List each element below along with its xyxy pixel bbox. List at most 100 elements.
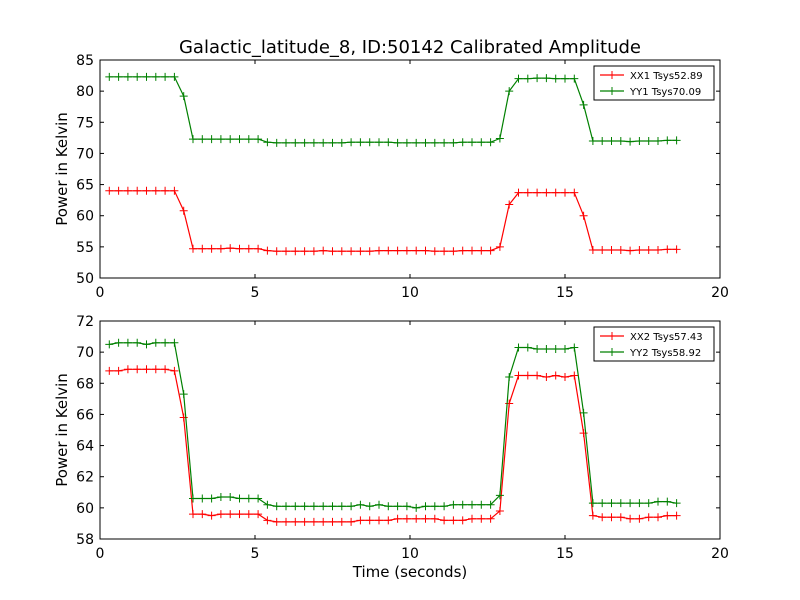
data-point-marker bbox=[430, 514, 439, 523]
data-point-marker bbox=[142, 365, 151, 374]
data-point-marker bbox=[198, 135, 207, 144]
data-point-marker bbox=[235, 494, 244, 503]
legend-marker-swatch bbox=[608, 71, 616, 79]
data-point-marker bbox=[644, 245, 653, 254]
data-point-marker bbox=[449, 500, 458, 509]
x-tick-label: 5 bbox=[251, 546, 260, 562]
data-point-marker bbox=[514, 343, 523, 352]
data-point-marker bbox=[198, 244, 207, 253]
data-point-marker bbox=[142, 340, 151, 349]
data-point-marker bbox=[477, 246, 486, 255]
data-point-marker bbox=[356, 247, 365, 256]
data-point-marker bbox=[579, 211, 588, 220]
data-point-marker bbox=[282, 247, 290, 256]
data-point-marker bbox=[468, 138, 476, 147]
data-point-marker bbox=[635, 514, 644, 523]
data-point-marker bbox=[588, 499, 597, 508]
data-point-marker bbox=[412, 503, 421, 512]
x-tick-label: 15 bbox=[556, 546, 574, 562]
y-tick-label: 62 bbox=[76, 470, 94, 486]
data-point-marker bbox=[319, 138, 328, 147]
legend-entry-label: XX2 Tsys57.43 bbox=[630, 332, 703, 343]
data-point-marker bbox=[123, 365, 132, 374]
data-point-marker bbox=[254, 510, 263, 519]
data-point-marker bbox=[644, 136, 653, 145]
data-point-marker bbox=[486, 514, 495, 523]
data-point-marker bbox=[561, 373, 569, 382]
data-point-marker bbox=[663, 497, 672, 506]
data-point-marker bbox=[226, 244, 235, 253]
data-point-marker bbox=[551, 371, 560, 380]
data-point-marker bbox=[607, 513, 616, 522]
data-point-marker bbox=[505, 373, 514, 382]
data-point-marker bbox=[430, 247, 439, 256]
data-point-marker bbox=[151, 338, 160, 347]
data-point-marker bbox=[588, 245, 597, 254]
data-point-marker bbox=[114, 72, 123, 81]
data-point-marker bbox=[663, 245, 672, 254]
data-point-marker bbox=[328, 517, 337, 526]
data-point-marker bbox=[421, 246, 430, 255]
data-point-marker bbox=[375, 516, 383, 525]
data-point-marker bbox=[161, 338, 170, 347]
y-tick-label: 72 bbox=[76, 314, 94, 330]
data-point-marker bbox=[477, 500, 486, 509]
data-point-marker bbox=[533, 371, 542, 380]
legend-marker-swatch bbox=[608, 332, 616, 340]
data-point-marker bbox=[384, 138, 393, 147]
data-point-marker bbox=[151, 365, 160, 374]
x-tick-label: 5 bbox=[251, 285, 260, 301]
data-point-marker bbox=[505, 200, 514, 209]
data-point-marker bbox=[598, 136, 607, 145]
y-tick-label: 85 bbox=[76, 53, 94, 69]
data-point-marker bbox=[635, 136, 644, 145]
data-point-marker bbox=[486, 500, 495, 509]
y-tick-label: 68 bbox=[76, 376, 94, 392]
data-point-marker bbox=[105, 340, 114, 349]
y-tick-label: 80 bbox=[76, 84, 94, 100]
data-point-marker bbox=[468, 246, 476, 255]
data-point-marker bbox=[458, 138, 467, 147]
data-point-marker bbox=[282, 502, 290, 511]
data-point-marker bbox=[449, 516, 458, 525]
data-point-marker bbox=[440, 516, 449, 525]
data-point-marker bbox=[402, 502, 411, 511]
data-point-marker bbox=[263, 246, 272, 255]
data-point-marker bbox=[198, 510, 207, 519]
data-point-marker bbox=[523, 371, 532, 380]
data-point-marker bbox=[654, 136, 662, 145]
data-point-marker bbox=[365, 247, 374, 256]
data-point-marker bbox=[644, 513, 653, 522]
data-point-marker bbox=[495, 134, 504, 143]
data-point-marker bbox=[347, 517, 356, 526]
data-point-marker bbox=[635, 245, 644, 254]
data-point-marker bbox=[235, 135, 244, 144]
data-point-marker bbox=[561, 345, 569, 354]
data-point-marker bbox=[579, 100, 588, 109]
data-point-marker bbox=[440, 247, 449, 256]
data-point-marker bbox=[244, 135, 253, 144]
data-point-marker bbox=[142, 186, 151, 195]
data-point-marker bbox=[393, 514, 402, 523]
y-tick-label: 70 bbox=[76, 345, 94, 361]
data-point-marker bbox=[486, 138, 495, 147]
data-point-marker bbox=[616, 513, 625, 522]
legend: XX1 Tsys52.89 YY1 Tsys70.09 bbox=[593, 65, 715, 101]
data-point-marker bbox=[607, 136, 616, 145]
data-point-marker bbox=[189, 135, 197, 144]
data-point-marker bbox=[365, 138, 374, 147]
x-tick-label: 20 bbox=[711, 546, 729, 562]
data-point-marker bbox=[598, 245, 607, 254]
data-point-marker bbox=[272, 247, 281, 256]
top-plot: 0 5 10 15 20 50 55 60 65 70 75 80 85 Power in Kelvin X… bbox=[53, 53, 729, 301]
data-point-marker bbox=[254, 494, 263, 503]
data-point-marker bbox=[142, 72, 151, 81]
data-point-marker bbox=[170, 186, 179, 195]
data-point-marker bbox=[337, 138, 346, 147]
data-point-marker bbox=[189, 494, 197, 503]
legend-entry-label: YY2 Tsys58.92 bbox=[629, 348, 701, 359]
data-point-marker bbox=[235, 244, 244, 253]
data-point-marker bbox=[495, 506, 504, 515]
data-point-marker bbox=[170, 72, 179, 81]
